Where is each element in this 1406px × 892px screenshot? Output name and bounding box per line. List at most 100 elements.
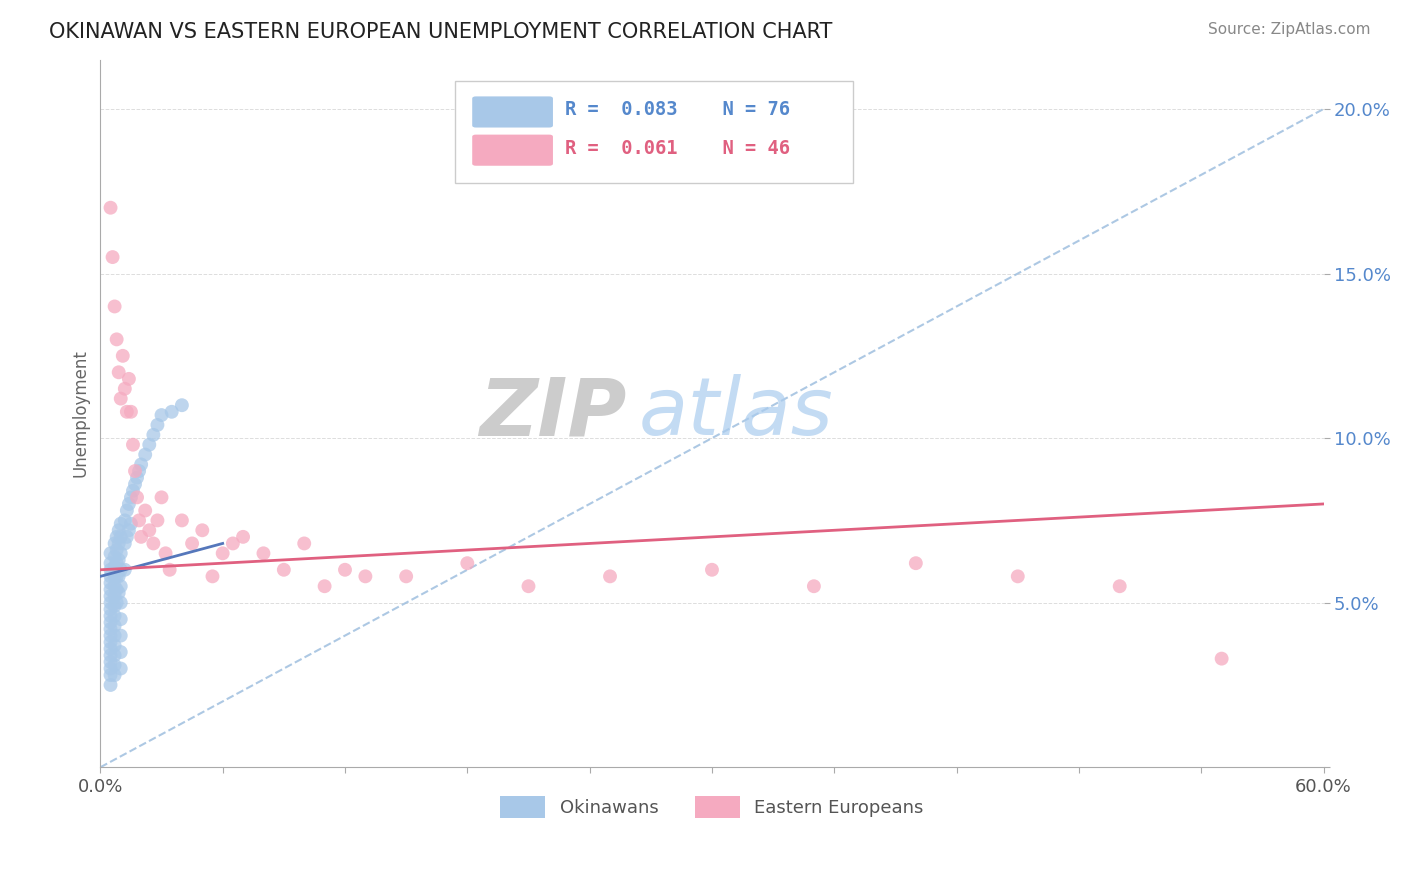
Point bbox=[150, 491, 173, 505]
Point bbox=[100, 655, 122, 669]
Point bbox=[114, 382, 136, 396]
Point bbox=[110, 546, 132, 560]
Point bbox=[100, 582, 122, 597]
Point bbox=[104, 648, 127, 663]
Text: ZIP: ZIP bbox=[479, 375, 626, 452]
Point bbox=[150, 408, 173, 422]
Point bbox=[170, 513, 193, 527]
Y-axis label: Unemployment: Unemployment bbox=[72, 350, 89, 477]
Point bbox=[232, 530, 254, 544]
Point bbox=[105, 556, 128, 570]
Point bbox=[333, 563, 356, 577]
Point bbox=[110, 629, 132, 643]
Point bbox=[104, 589, 127, 603]
Point bbox=[100, 569, 122, 583]
Point bbox=[100, 648, 122, 663]
Point bbox=[105, 543, 128, 558]
Point bbox=[110, 563, 132, 577]
Point bbox=[904, 556, 927, 570]
Point bbox=[104, 300, 127, 314]
Point bbox=[146, 417, 169, 432]
Point bbox=[104, 639, 127, 653]
Point bbox=[100, 596, 122, 610]
Point bbox=[110, 530, 132, 544]
Point bbox=[159, 563, 181, 577]
Point bbox=[146, 513, 169, 527]
Point bbox=[110, 661, 132, 675]
Point bbox=[100, 576, 122, 591]
Point bbox=[354, 569, 377, 583]
Point bbox=[201, 569, 224, 583]
Point bbox=[1007, 569, 1029, 583]
Point bbox=[105, 596, 128, 610]
Point bbox=[134, 448, 156, 462]
Point bbox=[107, 586, 129, 600]
Point bbox=[114, 536, 136, 550]
Point bbox=[128, 513, 150, 527]
Point bbox=[100, 641, 122, 656]
Point bbox=[107, 365, 129, 379]
Text: Source: ZipAtlas.com: Source: ZipAtlas.com bbox=[1208, 22, 1371, 37]
FancyBboxPatch shape bbox=[472, 135, 553, 166]
Point bbox=[100, 635, 122, 649]
Point bbox=[100, 615, 122, 630]
Point bbox=[138, 438, 160, 452]
Point bbox=[124, 477, 146, 491]
Point bbox=[155, 546, 177, 560]
Point bbox=[120, 516, 142, 531]
Text: R =  0.083    N = 76: R = 0.083 N = 76 bbox=[565, 100, 790, 120]
Point bbox=[114, 563, 136, 577]
Text: OKINAWAN VS EASTERN EUROPEAN UNEMPLOYMENT CORRELATION CHART: OKINAWAN VS EASTERN EUROPEAN UNEMPLOYMEN… bbox=[49, 22, 832, 42]
Point bbox=[456, 556, 478, 570]
Point bbox=[100, 622, 122, 636]
Point bbox=[104, 608, 127, 623]
Point bbox=[181, 536, 204, 550]
Point bbox=[124, 464, 146, 478]
Point bbox=[110, 392, 132, 406]
Point bbox=[104, 618, 127, 632]
Point bbox=[115, 530, 138, 544]
Point bbox=[118, 372, 141, 386]
Point bbox=[105, 332, 128, 346]
Point bbox=[170, 398, 193, 412]
FancyBboxPatch shape bbox=[456, 81, 852, 184]
Point bbox=[111, 349, 134, 363]
Point bbox=[599, 569, 621, 583]
Text: atlas: atlas bbox=[638, 375, 834, 452]
Point bbox=[395, 569, 418, 583]
Point bbox=[105, 582, 128, 597]
Point bbox=[100, 678, 122, 692]
Point bbox=[252, 546, 274, 560]
Point bbox=[122, 483, 145, 498]
Point bbox=[100, 661, 122, 675]
Point bbox=[134, 503, 156, 517]
Point bbox=[129, 530, 152, 544]
Point bbox=[100, 546, 122, 560]
Point bbox=[191, 523, 214, 537]
Point bbox=[110, 579, 132, 593]
Point bbox=[122, 438, 145, 452]
Point bbox=[107, 569, 129, 583]
Point bbox=[160, 405, 183, 419]
Point bbox=[105, 530, 128, 544]
Point bbox=[125, 470, 148, 484]
Point bbox=[100, 668, 122, 682]
Point bbox=[118, 497, 141, 511]
Point bbox=[107, 536, 129, 550]
Point bbox=[104, 536, 127, 550]
Point bbox=[211, 546, 233, 560]
Point bbox=[110, 596, 132, 610]
Point bbox=[115, 405, 138, 419]
Point bbox=[120, 491, 142, 505]
Point bbox=[129, 458, 152, 472]
Text: R =  0.061    N = 46: R = 0.061 N = 46 bbox=[565, 138, 790, 158]
Point bbox=[110, 516, 132, 531]
Point bbox=[107, 553, 129, 567]
Point bbox=[142, 427, 165, 442]
Point bbox=[104, 599, 127, 613]
Point bbox=[107, 523, 129, 537]
Point bbox=[128, 464, 150, 478]
Point bbox=[120, 405, 142, 419]
Point bbox=[222, 536, 245, 550]
Point bbox=[138, 523, 160, 537]
